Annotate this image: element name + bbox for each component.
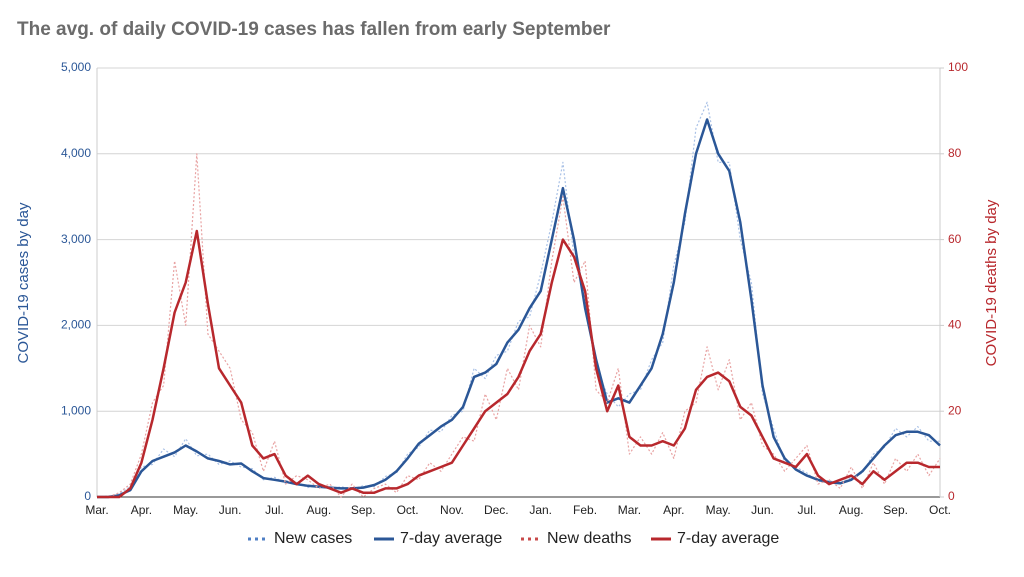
x-tick-label: Jan. [529, 503, 552, 517]
chart-title: The avg. of daily COVID-19 cases has fal… [17, 19, 611, 40]
y-tick-label: 2,000 [61, 318, 91, 332]
x-tick-label: Dec. [484, 503, 509, 517]
x-tick-label: Jul. [798, 503, 817, 517]
series-line [96, 101, 940, 498]
x-tick-label: Jul. [265, 503, 284, 517]
x-tick-label: Oct. [397, 503, 419, 517]
y-tick-label: 1,000 [61, 403, 91, 417]
legend-label: 7-day average [400, 530, 502, 547]
y2-axis-label: COVID-19 deaths by day [983, 199, 1000, 366]
y2-tick-label: 20 [948, 403, 962, 417]
series-line [97, 153, 941, 498]
legend-label: New cases [274, 530, 352, 547]
y2-tick-label: 0 [948, 489, 955, 503]
x-tick-label: Jun. [219, 503, 242, 517]
x-tick-label: May. [706, 503, 731, 517]
x-tick-label: Nov. [440, 503, 464, 517]
y2-tick-label: 80 [948, 146, 962, 160]
y-tick-label: 4,000 [61, 146, 91, 160]
x-tick-label: Sep. [351, 503, 376, 517]
y-tick-label: 5,000 [61, 60, 91, 74]
x-tick-label: Jun. [751, 503, 774, 517]
series-line [97, 229, 940, 499]
y2-tick-label: 40 [948, 318, 962, 332]
x-tick-label: Aug. [839, 503, 864, 517]
y-axis-label: COVID-19 cases by day [15, 202, 32, 363]
x-tick-label: Oct. [929, 503, 951, 517]
x-tick-label: May. [173, 503, 198, 517]
x-tick-label: Apr. [131, 503, 152, 517]
x-tick-label: Mar. [85, 503, 108, 517]
x-tick-label: Apr. [663, 503, 684, 517]
x-tick-label: Sep. [883, 503, 908, 517]
series-line [97, 118, 941, 499]
y-tick-label: 0 [84, 489, 91, 503]
y-tick-label: 3,000 [61, 232, 91, 246]
legend-label: 7-day average [677, 530, 779, 547]
y2-tick-label: 100 [948, 60, 968, 74]
legend-label: New deaths [547, 530, 632, 547]
x-tick-label: Mar. [618, 503, 641, 517]
y2-tick-label: 60 [948, 232, 962, 246]
x-tick-label: Feb. [573, 503, 597, 517]
x-tick-label: Aug. [306, 503, 331, 517]
